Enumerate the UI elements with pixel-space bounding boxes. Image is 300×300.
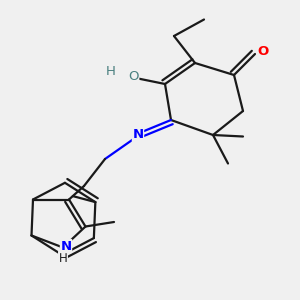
Text: O: O [257,44,268,58]
Text: O: O [128,70,139,83]
Text: N: N [132,128,144,142]
Text: N: N [60,239,72,253]
Text: H: H [58,251,68,265]
Text: H: H [106,65,116,79]
